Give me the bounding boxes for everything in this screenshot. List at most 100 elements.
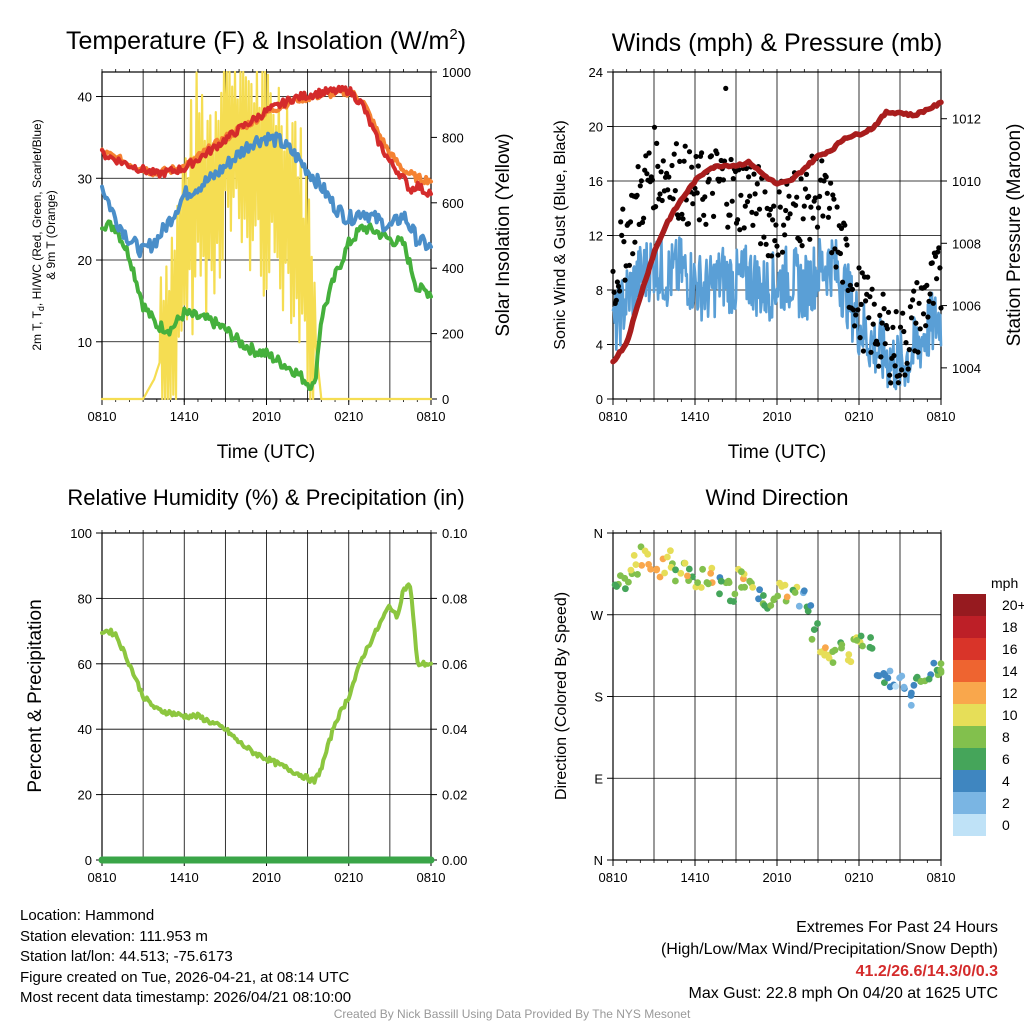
direction-dot — [845, 651, 853, 658]
gust-dot — [799, 243, 805, 249]
gust-dot — [685, 221, 692, 227]
gust-dot — [689, 164, 695, 170]
gust-dot — [852, 323, 858, 329]
gust-dot — [831, 196, 837, 202]
humidity-panel: Relative Humidity (%) & Precipitation (i… — [25, 485, 467, 885]
direction-dot — [781, 581, 789, 589]
gust-dot — [622, 277, 628, 283]
direction-dot — [783, 593, 791, 601]
gust-dot — [702, 194, 708, 200]
direction-dot — [776, 579, 783, 587]
x-tick-label: 1410 — [681, 870, 710, 885]
gust-dot — [916, 300, 922, 306]
gust-dot — [819, 158, 825, 164]
gust-dot — [797, 238, 803, 244]
y-axis-title: Direction (Colored By Speed) — [553, 592, 570, 800]
y2-tick-label: 400 — [442, 261, 464, 276]
gust-dot — [735, 217, 741, 223]
direction-dot — [910, 681, 918, 689]
direction-dot — [667, 547, 674, 555]
gust-dot — [706, 176, 712, 182]
gust-dot — [929, 260, 935, 266]
direction-dot — [800, 587, 808, 595]
direction-dots — [611, 543, 945, 709]
gust-dot — [743, 165, 750, 172]
gust-dot — [635, 164, 641, 170]
direction-dot — [699, 565, 706, 573]
gust-dot — [654, 140, 660, 146]
extremes-legend: (High/Low/Max Wind/Precipitation/Snow De… — [660, 941, 998, 958]
legend-swatch — [953, 748, 986, 770]
station-location: Location: Hammond — [20, 907, 155, 924]
station-info: Location: Hammond Station elevation: 111… — [20, 906, 351, 1009]
direction-dot — [749, 584, 757, 591]
direction-dot — [810, 626, 818, 633]
gust-dot — [803, 171, 810, 177]
gust-dot — [653, 204, 659, 210]
gust-dot — [800, 216, 806, 222]
direction-dot — [627, 566, 635, 574]
gust-dot — [725, 224, 731, 230]
gust-dot — [632, 239, 638, 245]
direction-dot — [697, 584, 705, 591]
gust-dot — [699, 150, 705, 156]
direction-dot — [617, 572, 624, 579]
direction-dot — [625, 578, 632, 586]
gust-dot — [891, 353, 897, 359]
gust-dot — [673, 141, 680, 147]
y-tick-label: W — [591, 608, 604, 623]
gust-dot — [785, 215, 791, 221]
gust-dot — [693, 153, 699, 160]
gust-dot — [888, 380, 894, 386]
direction-dot — [755, 595, 762, 603]
wind-speed-line — [611, 236, 943, 391]
y-axis-title-line2: & 9m T (Orange) — [44, 190, 58, 280]
gust-dot — [887, 372, 893, 378]
gust-dot — [927, 291, 933, 297]
x-tick-label: 0810 — [88, 409, 117, 424]
legend-label: 0 — [1002, 817, 1010, 833]
gust-dot — [867, 294, 873, 300]
direction-dot — [808, 635, 816, 643]
gust-dot — [729, 198, 735, 204]
x-tick-label: 2010 — [763, 870, 792, 885]
direction-dot — [622, 585, 629, 593]
gust-dot — [925, 314, 931, 320]
direction-dot — [661, 569, 668, 577]
gust-dot — [924, 282, 930, 288]
direction-dot — [881, 679, 888, 686]
gust-dot — [677, 158, 683, 164]
gust-dot — [806, 193, 812, 199]
gust-dot — [917, 326, 923, 332]
direction-dot — [859, 642, 866, 650]
gust-dot — [749, 209, 755, 215]
gust-dot — [897, 324, 904, 330]
gust-dot — [828, 180, 834, 186]
series-line-2m — [100, 84, 433, 198]
gust-dot — [753, 211, 759, 217]
gust-dot — [695, 163, 701, 169]
y2-tick-label: 1000 — [442, 65, 471, 80]
gust-dot — [830, 192, 836, 198]
gust-dot — [895, 380, 902, 386]
gust-dot — [621, 239, 627, 245]
direction-dot — [873, 672, 881, 679]
y2-tick-label: 0.10 — [442, 526, 467, 541]
direction-dot — [937, 660, 945, 667]
direction-dot — [644, 550, 652, 558]
gust-dot — [638, 178, 645, 184]
y-tick-label: 60 — [78, 657, 92, 672]
y-tick-label: 0 — [596, 392, 603, 407]
y-tick-label: 40 — [78, 90, 92, 105]
gust-dot — [843, 236, 849, 242]
y-axis-title-part: , HI/WC (Red, Green, Scarlet/Blue) — [30, 119, 44, 306]
y2-tick-label: 1010 — [952, 174, 981, 189]
gust-dot — [926, 298, 932, 304]
direction-dot — [907, 701, 915, 709]
y2-tick-label: 0.04 — [442, 722, 467, 737]
direction-dot — [681, 559, 689, 567]
gust-dot — [756, 206, 763, 212]
gust-dot — [902, 372, 908, 378]
x-tick-label: 2010 — [252, 870, 281, 885]
